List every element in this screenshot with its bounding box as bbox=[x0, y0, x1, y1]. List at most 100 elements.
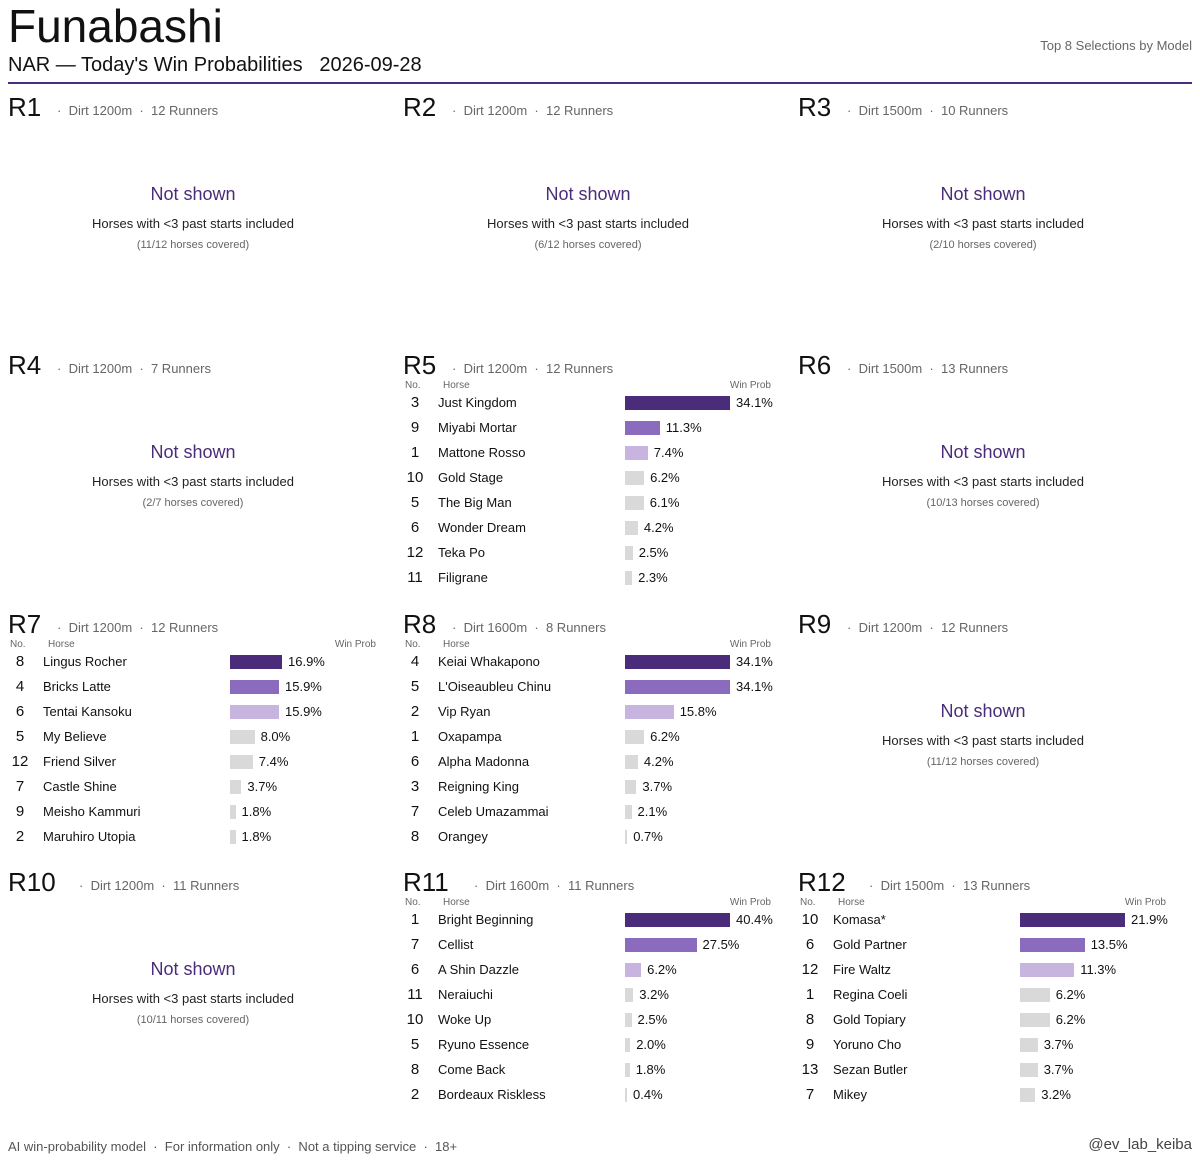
race-surface-distance: Dirt 1500m bbox=[858, 361, 923, 376]
race-date: 2026-09-28 bbox=[319, 54, 422, 76]
race-meta: · Dirt 1200m · 11 Runners bbox=[79, 878, 239, 893]
race-meta: · Dirt 1600m · 11 Runners bbox=[474, 878, 634, 893]
horse-number: 13 bbox=[801, 1061, 819, 1078]
win-prob-bar bbox=[625, 571, 633, 585]
horse-name: Fire Waltz bbox=[833, 962, 892, 977]
horse-name: Sezan Butler bbox=[833, 1062, 908, 1077]
meta-separator: · bbox=[847, 361, 852, 376]
horse-number: 1 bbox=[410, 444, 420, 461]
meta-separator: · bbox=[951, 878, 956, 893]
meta-separator: · bbox=[534, 620, 539, 635]
race-panel-r7: R7 · Dirt 1200m · 12 Runners No. Horse Win P… bbox=[8, 605, 388, 855]
horse-name: Komasa* bbox=[833, 912, 886, 927]
column-header-no: No. bbox=[10, 639, 26, 650]
meta-separator: · bbox=[556, 878, 561, 893]
win-prob-label: 7.4% bbox=[258, 754, 289, 769]
not-shown-title: Not shown bbox=[150, 959, 236, 979]
horse-name: Ryuno Essence bbox=[438, 1037, 530, 1052]
win-prob-label: 34.1% bbox=[736, 654, 773, 669]
horse-number: 9 bbox=[15, 803, 25, 820]
win-prob-bar bbox=[625, 755, 638, 769]
horse-name: Bricks Latte bbox=[43, 679, 111, 694]
page-subtitle: NAR — Today's Win Probabilities 2026-09-… bbox=[8, 52, 422, 78]
subtitle-text: NAR — Today's Win Probabilities bbox=[8, 54, 303, 76]
horse-number: 7 bbox=[410, 936, 420, 953]
win-prob-bar bbox=[230, 805, 236, 819]
race-meta: · Dirt 1500m · 13 Runners bbox=[847, 361, 1008, 376]
table-row: 1 Bright Beginning 40.4% bbox=[403, 910, 783, 935]
win-prob-bar bbox=[625, 471, 645, 485]
column-header-no: No. bbox=[405, 639, 421, 650]
column-header-win-prob: Win Prob bbox=[729, 897, 771, 908]
race-panel-r6: R6 · Dirt 1500m · 13 Runners Not shown Hors… bbox=[798, 346, 1178, 596]
horse-name: Tentai Kansoku bbox=[43, 704, 132, 719]
not-shown-placeholder: Not shown Horses with <3 past starts incl… bbox=[8, 440, 378, 509]
horse-number: 2 bbox=[15, 828, 25, 845]
horse-number: 5 bbox=[15, 728, 25, 745]
horse-number: 9 bbox=[805, 1036, 815, 1053]
race-panel-r10: R10 · Dirt 1200m · 11 Runners Not shown Hor… bbox=[8, 863, 388, 1113]
column-header-horse: Horse bbox=[443, 897, 470, 908]
horse-number: 3 bbox=[410, 394, 420, 411]
meta-separator: · bbox=[534, 361, 539, 376]
table-row: 5 Ryuno Essence 2.0% bbox=[403, 1035, 783, 1060]
win-prob-label: 34.1% bbox=[736, 679, 773, 694]
horse-number: 7 bbox=[410, 803, 420, 820]
meta-separator: · bbox=[139, 361, 144, 376]
not-shown-placeholder: Not shown Horses with <3 past starts incl… bbox=[8, 182, 378, 251]
table-row: 11 Filigrane 2.3% bbox=[403, 568, 783, 593]
footer-handle: @ev_lab_keiba bbox=[1088, 1136, 1192, 1153]
not-shown-title: Not shown bbox=[940, 442, 1026, 462]
win-prob-bar bbox=[625, 963, 642, 977]
horse-name: Oxapampa bbox=[438, 729, 502, 744]
win-prob-label: 3.2% bbox=[1041, 1087, 1071, 1102]
coverage-note: (6/12 horses covered) bbox=[534, 239, 642, 251]
race-surface-distance: Dirt 1500m bbox=[880, 878, 945, 893]
horse-name: My Believe bbox=[43, 729, 107, 744]
win-prob-bar bbox=[1020, 988, 1050, 1002]
win-prob-label: 6.2% bbox=[1055, 987, 1086, 1002]
not-shown-title: Not shown bbox=[940, 701, 1026, 721]
race-number: R2 bbox=[403, 92, 437, 122]
table-row: 12 Friend Silver 7.4% bbox=[8, 752, 388, 777]
table-row: 5 My Believe 8.0% bbox=[8, 727, 388, 752]
table-row: 4 Keiai Whakapono 34.1% bbox=[403, 652, 783, 677]
win-prob-label: 16.9% bbox=[288, 654, 325, 669]
win-prob-bar bbox=[625, 1038, 631, 1052]
race-surface-distance: Dirt 1200m bbox=[463, 361, 528, 376]
race-panel-r12: R12 · Dirt 1500m · 13 Runners No. Horse Win … bbox=[798, 863, 1178, 1113]
win-prob-bar bbox=[625, 496, 644, 510]
horse-name: Castle Shine bbox=[43, 779, 117, 794]
win-prob-bar bbox=[625, 546, 633, 560]
horse-number: 1 bbox=[805, 986, 815, 1003]
venue-title: Funabashi bbox=[8, 0, 223, 52]
meta-separator: · bbox=[847, 620, 852, 635]
race-runner-count: 12 Runners bbox=[545, 103, 614, 118]
meta-separator: · bbox=[139, 103, 144, 118]
race-runner-count: 8 Runners bbox=[545, 620, 606, 635]
race-runner-count: 7 Runners bbox=[150, 361, 211, 376]
table-row: 1 Mattone Rosso 7.4% bbox=[403, 443, 783, 468]
not-shown-title: Not shown bbox=[545, 184, 631, 204]
column-header-win-prob: Win Prob bbox=[729, 380, 771, 391]
horse-name: Gold Partner bbox=[833, 937, 907, 952]
column-header-horse: Horse bbox=[838, 897, 865, 908]
race-panel-r3: R3 · Dirt 1500m · 10 Runners Not shown Hors… bbox=[798, 88, 1178, 338]
win-prob-label: 6.2% bbox=[1055, 1012, 1086, 1027]
win-prob-bar bbox=[625, 805, 632, 819]
race-runner-count: 13 Runners bbox=[962, 878, 1031, 893]
coverage-note: (2/10 horses covered) bbox=[929, 239, 1037, 251]
meta-separator: · bbox=[869, 878, 874, 893]
meta-separator: · bbox=[57, 103, 62, 118]
horse-name: Cellist bbox=[438, 937, 474, 952]
coverage-note: (11/12 horses covered) bbox=[136, 239, 250, 251]
table-row: 5 L'Oiseaubleu Chinu 34.1% bbox=[403, 677, 783, 702]
win-prob-label: 3.7% bbox=[1043, 1062, 1074, 1077]
horse-name: Mattone Rosso bbox=[438, 445, 526, 460]
win-prob-bar bbox=[625, 988, 634, 1002]
win-prob-bar bbox=[1020, 963, 1075, 977]
win-prob-bar bbox=[625, 446, 648, 460]
not-shown-reason: Horses with <3 past starts included bbox=[92, 474, 294, 489]
race-runner-count: 12 Runners bbox=[150, 620, 219, 635]
race-panel-r8: R8 · Dirt 1600m · 8 Runners No. Horse Win Pr… bbox=[403, 605, 783, 855]
